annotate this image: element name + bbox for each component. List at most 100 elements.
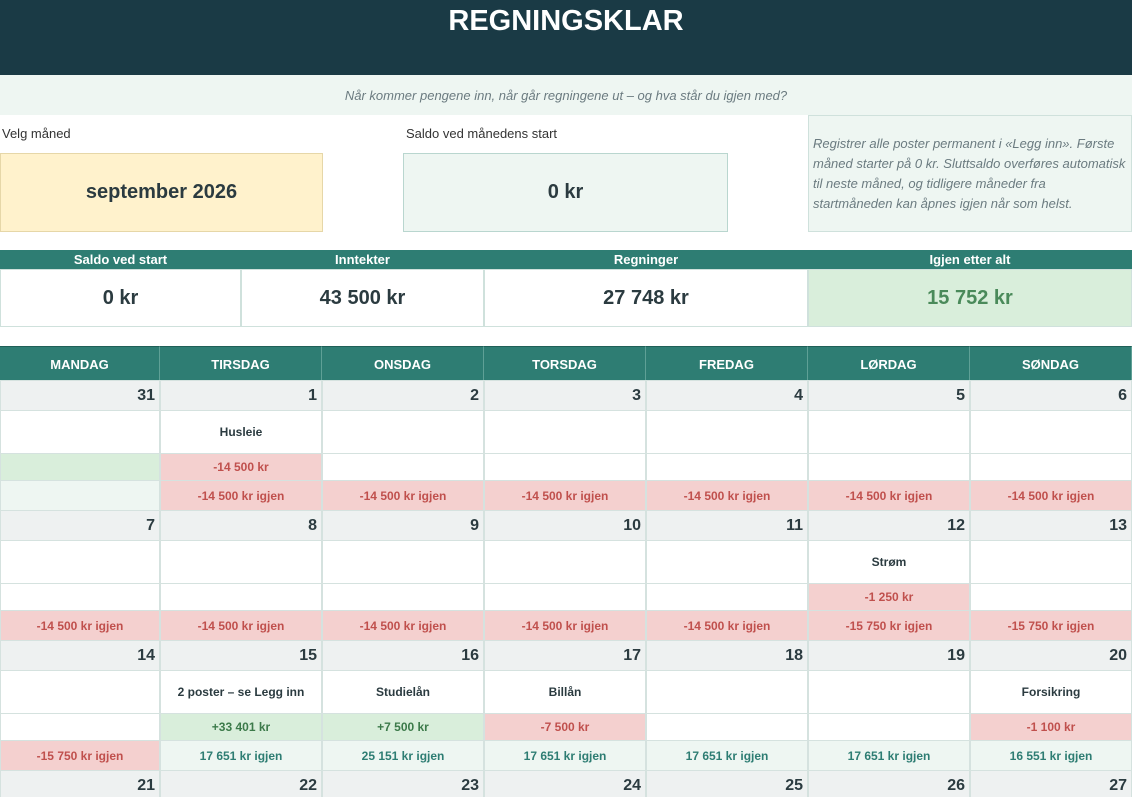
amount [0, 713, 160, 741]
day-number: 25 [646, 770, 808, 797]
balance: -14 500 kr igjen [322, 610, 484, 641]
summary-label: Igjen etter alt [808, 250, 1132, 269]
item-name: Husleie [160, 410, 322, 454]
item-name [322, 410, 484, 454]
amount: -14 500 kr [160, 453, 322, 481]
amount: -1 100 kr [970, 713, 1132, 741]
day-number: 3 [484, 380, 646, 411]
day-number: 23 [322, 770, 484, 797]
item-name: Strøm [808, 540, 970, 584]
amount [484, 453, 646, 481]
balance: -15 750 kr igjen [970, 610, 1132, 641]
day-number: 1 [160, 380, 322, 411]
item-name [646, 670, 808, 714]
weekday-header: TIRSDAG [160, 346, 322, 381]
day-number: 2 [322, 380, 484, 411]
summary-value: 43 500 kr [241, 269, 484, 327]
amount [646, 713, 808, 741]
summary-value: 0 kr [0, 269, 241, 327]
item-name [808, 410, 970, 454]
amount: +33 401 kr [160, 713, 322, 741]
weekday-header: TORSDAG [484, 346, 646, 381]
balance: -15 750 kr igjen [808, 610, 970, 641]
amount [970, 583, 1132, 611]
month-select[interactable]: september 2026 [0, 153, 323, 232]
amount [808, 453, 970, 481]
day-number: 4 [646, 380, 808, 411]
balance: -14 500 kr igjen [970, 480, 1132, 511]
item-name: Studielån [322, 670, 484, 714]
day-number: 14 [0, 640, 160, 671]
summary-label: Regninger [484, 250, 808, 269]
day-number: 6 [970, 380, 1132, 411]
item-name [646, 410, 808, 454]
item-name: 2 poster – se Legg inn [160, 670, 322, 714]
balance: -14 500 kr igjen [160, 610, 322, 641]
balance [0, 480, 160, 511]
amount: +7 500 kr [322, 713, 484, 741]
balance: -14 500 kr igjen [322, 480, 484, 511]
balance: -14 500 kr igjen [0, 610, 160, 641]
weekday-header: SØNDAG [970, 346, 1132, 381]
amount [646, 453, 808, 481]
day-number: 11 [646, 510, 808, 541]
info-note: Registrer alle poster permanent i «Legg … [808, 115, 1132, 232]
day-number: 5 [808, 380, 970, 411]
item-name: Forsikring [970, 670, 1132, 714]
item-name [970, 410, 1132, 454]
start-balance: 0 kr [403, 153, 728, 232]
balance: 16 551 kr igjen [970, 740, 1132, 771]
amount [970, 453, 1132, 481]
start-label: Saldo ved månedens start [406, 125, 558, 141]
amount [160, 583, 322, 611]
summary-label: Inntekter [241, 250, 484, 269]
day-number: 13 [970, 510, 1132, 541]
day-number: 22 [160, 770, 322, 797]
balance: 17 651 kr igjen [484, 740, 646, 771]
day-number: 24 [484, 770, 646, 797]
day-number: 27 [970, 770, 1132, 797]
summary-value: 27 748 kr [484, 269, 808, 327]
balance: 17 651 kr igjen [808, 740, 970, 771]
balance: -14 500 kr igjen [484, 480, 646, 511]
day-number: 31 [0, 380, 160, 411]
day-number: 20 [970, 640, 1132, 671]
balance: -14 500 kr igjen [646, 480, 808, 511]
amount: -1 250 kr [808, 583, 970, 611]
item-name [808, 670, 970, 714]
balance: 25 151 kr igjen [322, 740, 484, 771]
balance: -14 500 kr igjen [160, 480, 322, 511]
day-number: 19 [808, 640, 970, 671]
day-number: 9 [322, 510, 484, 541]
amount [808, 713, 970, 741]
summary-value: 15 752 kr [808, 269, 1132, 327]
balance: 17 651 kr igjen [646, 740, 808, 771]
subtitle: Når kommer pengene inn, når går regninge… [0, 75, 1132, 115]
item-name [970, 540, 1132, 584]
item-name: Billån [484, 670, 646, 714]
balance: -15 750 kr igjen [0, 740, 160, 771]
day-number: 21 [0, 770, 160, 797]
item-name [322, 540, 484, 584]
weekday-header: ONSDAG [322, 346, 484, 381]
day-number: 7 [0, 510, 160, 541]
amount [646, 583, 808, 611]
item-name [484, 540, 646, 584]
balance: -14 500 kr igjen [646, 610, 808, 641]
item-name [0, 670, 160, 714]
day-number: 18 [646, 640, 808, 671]
weekday-header: LØRDAG [808, 346, 970, 381]
amount: -7 500 kr [484, 713, 646, 741]
amount [0, 453, 160, 481]
day-number: 8 [160, 510, 322, 541]
day-number: 17 [484, 640, 646, 671]
balance: -14 500 kr igjen [484, 610, 646, 641]
item-name [0, 410, 160, 454]
item-name [160, 540, 322, 584]
amount [0, 583, 160, 611]
day-number: 15 [160, 640, 322, 671]
amount [322, 453, 484, 481]
month-label: Velg måned [2, 125, 71, 141]
amount [322, 583, 484, 611]
